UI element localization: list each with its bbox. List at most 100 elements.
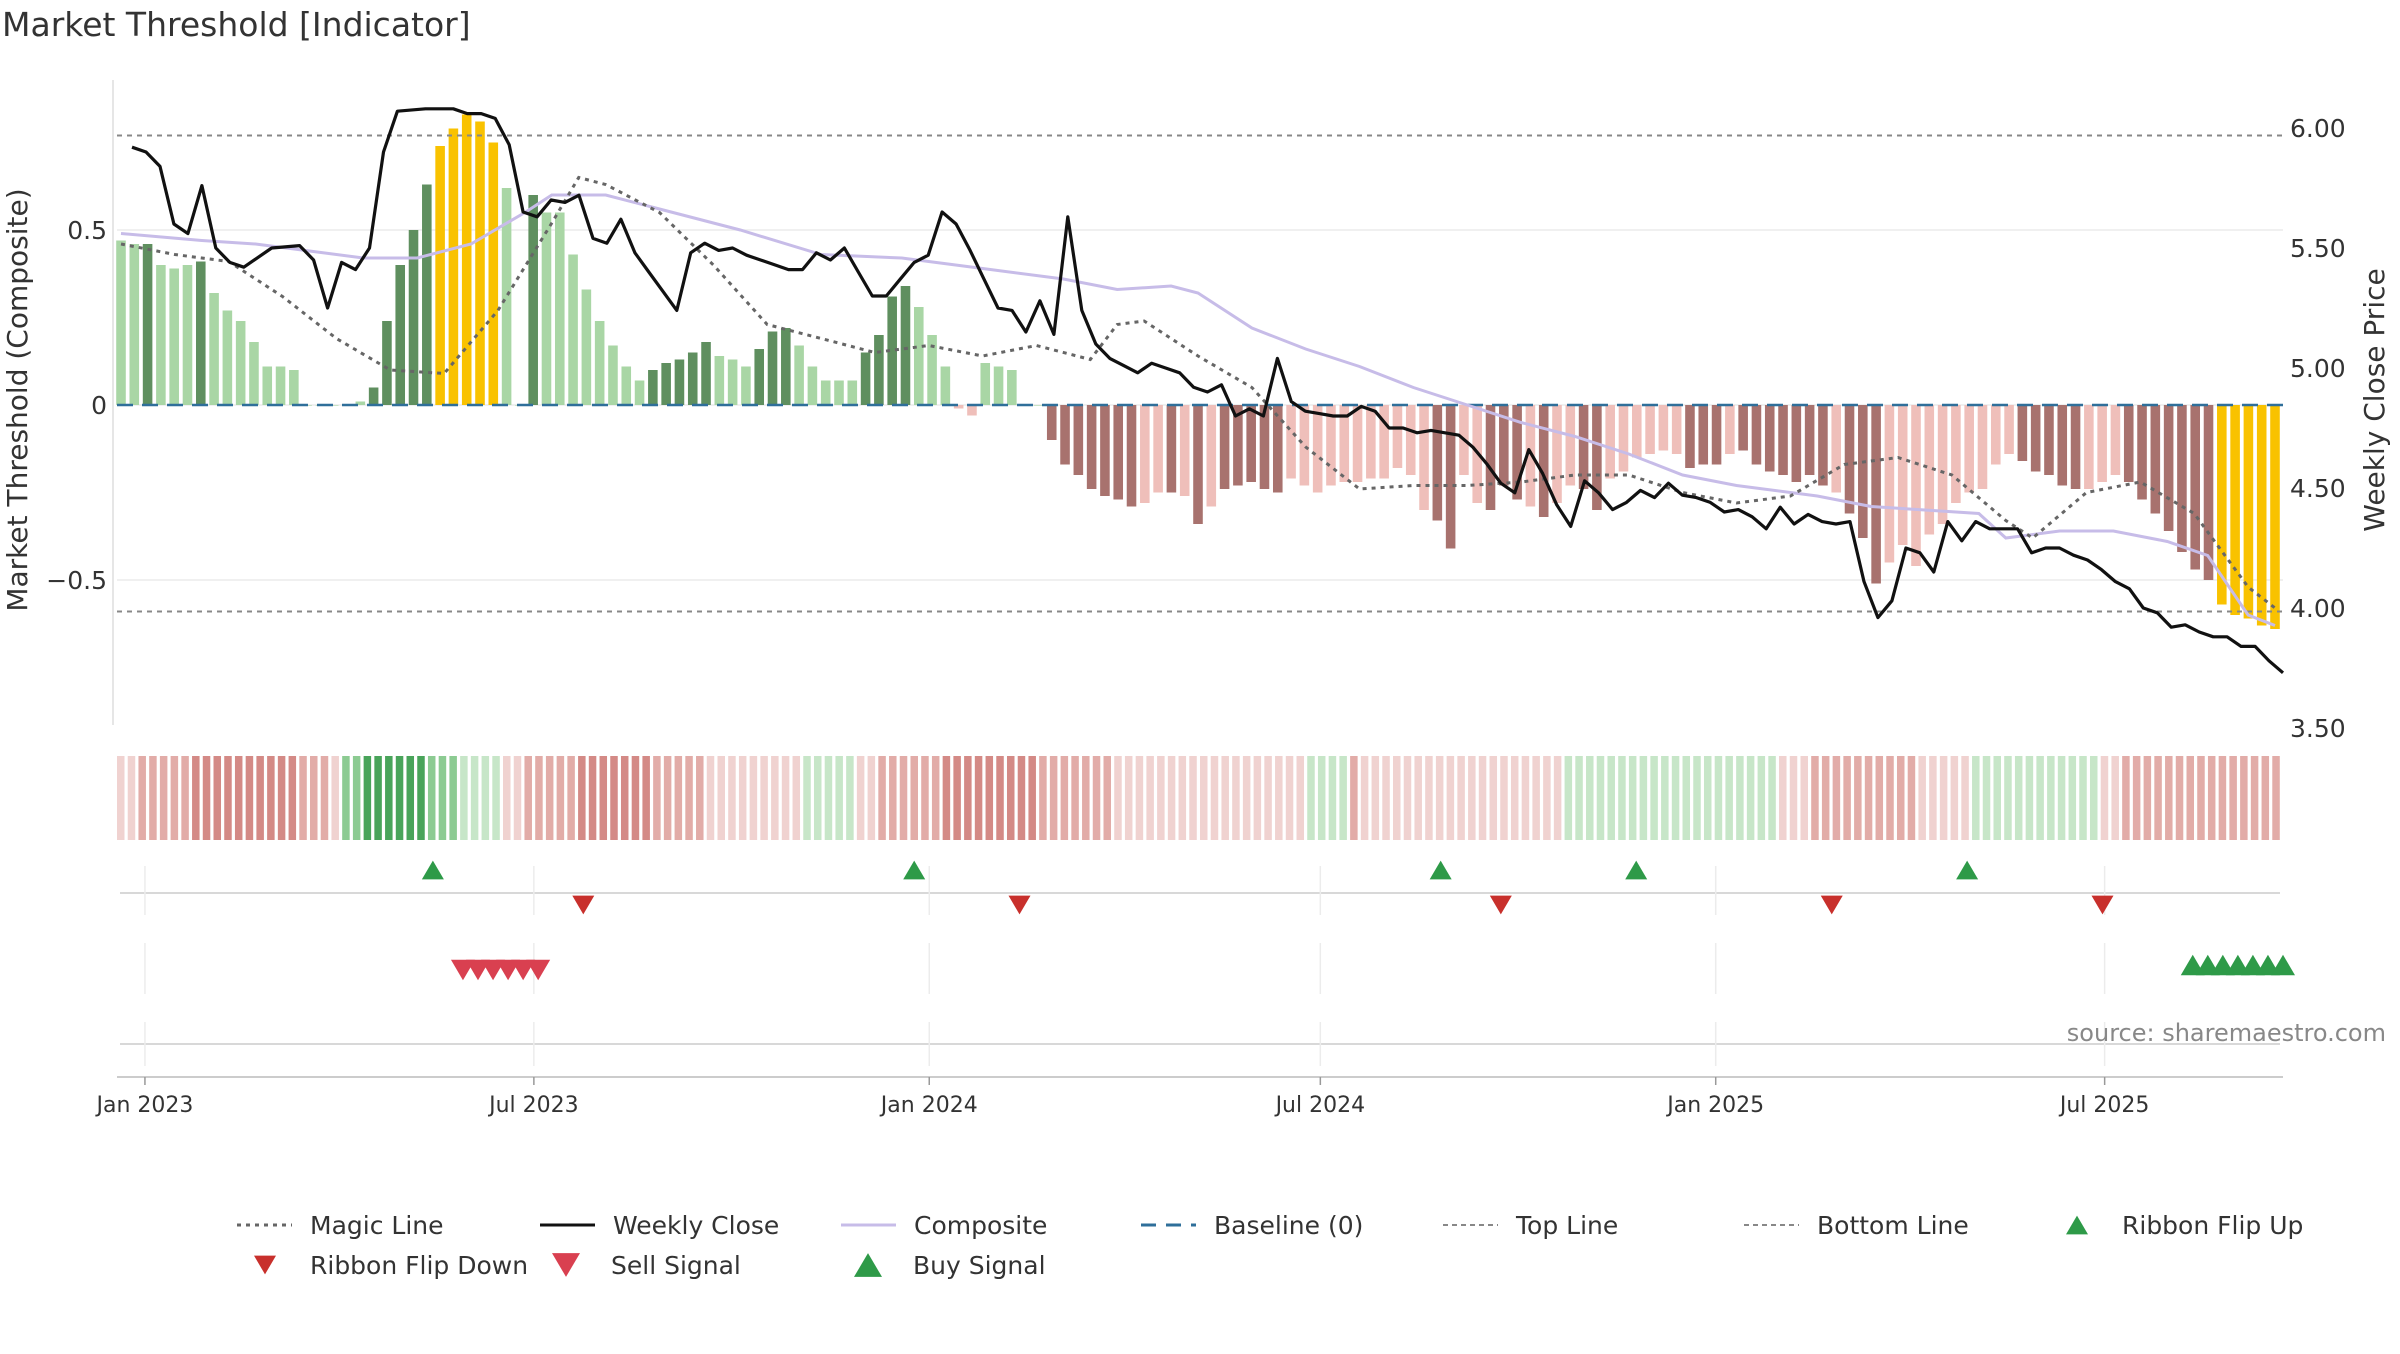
composite-bar xyxy=(1299,405,1310,486)
composite-bar xyxy=(2123,405,2134,482)
composite-bar xyxy=(2137,405,2147,500)
ribbon-segment xyxy=(234,756,243,840)
composite-bar xyxy=(741,366,751,405)
ribbon-segment xyxy=(1414,756,1422,840)
ribbon-segment xyxy=(277,756,286,840)
ribbon-segment xyxy=(438,756,447,840)
ribbon-segment xyxy=(1339,756,1347,840)
legend-swatch xyxy=(552,1253,580,1277)
composite-bar xyxy=(1499,405,1509,486)
ribbon-segment xyxy=(2240,756,2248,840)
ribbon-segment xyxy=(2089,756,2098,840)
ribbon-segment xyxy=(1307,756,1315,840)
ribbon-segment xyxy=(1553,756,1562,840)
ribbon-segment xyxy=(1189,756,1197,840)
composite-bar xyxy=(222,310,233,405)
composite-bar xyxy=(754,349,765,405)
ribbon-segment xyxy=(599,756,608,840)
composite-bar xyxy=(501,188,512,405)
ribbon-segment xyxy=(1425,756,1433,840)
composite-bar xyxy=(195,261,206,405)
ribbon-segment xyxy=(642,756,650,840)
composite-bar xyxy=(967,405,977,416)
composite-bar xyxy=(275,366,286,405)
ribbon-segment xyxy=(374,756,382,840)
ribbon-segment xyxy=(181,756,189,840)
composite-bar xyxy=(701,342,711,405)
composite-bar xyxy=(1153,405,1163,493)
ribbon-segment xyxy=(342,756,350,840)
composite-bar xyxy=(1831,405,1842,493)
ribbon-segment xyxy=(1521,756,1530,840)
ribbon-segment xyxy=(1382,756,1390,840)
composite-bar xyxy=(794,345,804,405)
composite-bar xyxy=(1552,405,1562,503)
composite-bar xyxy=(249,342,259,405)
composite-bar xyxy=(1326,405,1336,486)
legend-item-sell: Sell Signal xyxy=(552,1251,741,1280)
x-tick-label: Jul 2025 xyxy=(2058,1093,2150,1118)
composite-bar xyxy=(687,352,698,405)
composite-bar xyxy=(528,195,538,405)
ribbon-segment xyxy=(1575,756,1583,840)
composite-bar xyxy=(1897,405,1908,545)
y-axis-left-label: Market Threshold (Composite) xyxy=(1,188,34,611)
composite-bar xyxy=(847,380,858,405)
ribbon-segment xyxy=(921,756,929,840)
composite-bar xyxy=(807,366,818,405)
ribbon-segment xyxy=(159,756,168,840)
ribbon-segment xyxy=(835,756,843,840)
ribbon-segment xyxy=(1639,756,1648,840)
ribbon-segment xyxy=(620,756,629,840)
y-right-tick-label: 4.00 xyxy=(2290,594,2346,623)
ribbon-segment xyxy=(1146,756,1154,840)
source-credit: source: sharemaestro.com xyxy=(2067,1019,2386,1047)
legend-label: Baseline (0) xyxy=(1214,1211,1363,1240)
ribbon-segment xyxy=(1789,756,1798,840)
ribbon-segment xyxy=(1082,756,1090,840)
composite-bar xyxy=(1924,405,1935,535)
ribbon-segment xyxy=(2218,756,2227,840)
ribbon-segment xyxy=(363,756,372,840)
composite-bar xyxy=(927,335,937,405)
ribbon-segment xyxy=(653,756,661,840)
sell-signal-marker xyxy=(450,959,475,981)
composite-bar xyxy=(1419,405,1429,510)
composite-bar xyxy=(448,128,459,405)
x-tick-label: Jan 2025 xyxy=(1665,1093,1764,1118)
composite-bar xyxy=(1565,405,1576,486)
ribbon-segment xyxy=(1328,756,1337,840)
ribbon-segment xyxy=(117,756,125,840)
ribbon-segment xyxy=(2250,756,2259,840)
ribbon-segment xyxy=(1821,756,1830,840)
ribbon-segment xyxy=(899,756,908,840)
legend-label: Top Line xyxy=(1515,1211,1618,1240)
ribbon-segment xyxy=(2111,756,2119,840)
composite-bar xyxy=(2030,405,2041,472)
ribbon-segment xyxy=(1510,756,1519,840)
ribbon-segment xyxy=(267,756,275,840)
ribbon-segment xyxy=(1875,756,1884,840)
ribbon-segment xyxy=(578,756,586,840)
ribbon-segment xyxy=(1135,756,1144,840)
ribbon-flip-down-marker xyxy=(572,895,595,915)
ribbon-flip-down-marker xyxy=(2091,895,2114,915)
ribbon-segment xyxy=(1232,756,1240,840)
sell-signal-marker xyxy=(466,959,490,981)
composite-bar xyxy=(1485,405,1496,510)
composite-bar xyxy=(621,366,632,405)
ribbon-segment xyxy=(749,756,758,840)
composite-bar xyxy=(1113,405,1124,500)
composite-bar xyxy=(2044,405,2054,475)
sell-signal-marker xyxy=(526,959,551,981)
chart-title: Market Threshold [Indicator] xyxy=(2,5,471,44)
ribbon-segment xyxy=(846,756,854,840)
legend-item-baseline: Baseline (0) xyxy=(1141,1211,1363,1240)
ribbon-segment xyxy=(288,756,297,840)
ribbon-segment xyxy=(1124,756,1133,840)
y-axis-right-label: Weekly Close Price xyxy=(2358,268,2391,531)
ribbon-segment xyxy=(717,756,725,840)
buy-signal-marker xyxy=(2271,954,2295,976)
ribbon-segment xyxy=(631,756,640,840)
composite-bar xyxy=(1645,405,1655,454)
